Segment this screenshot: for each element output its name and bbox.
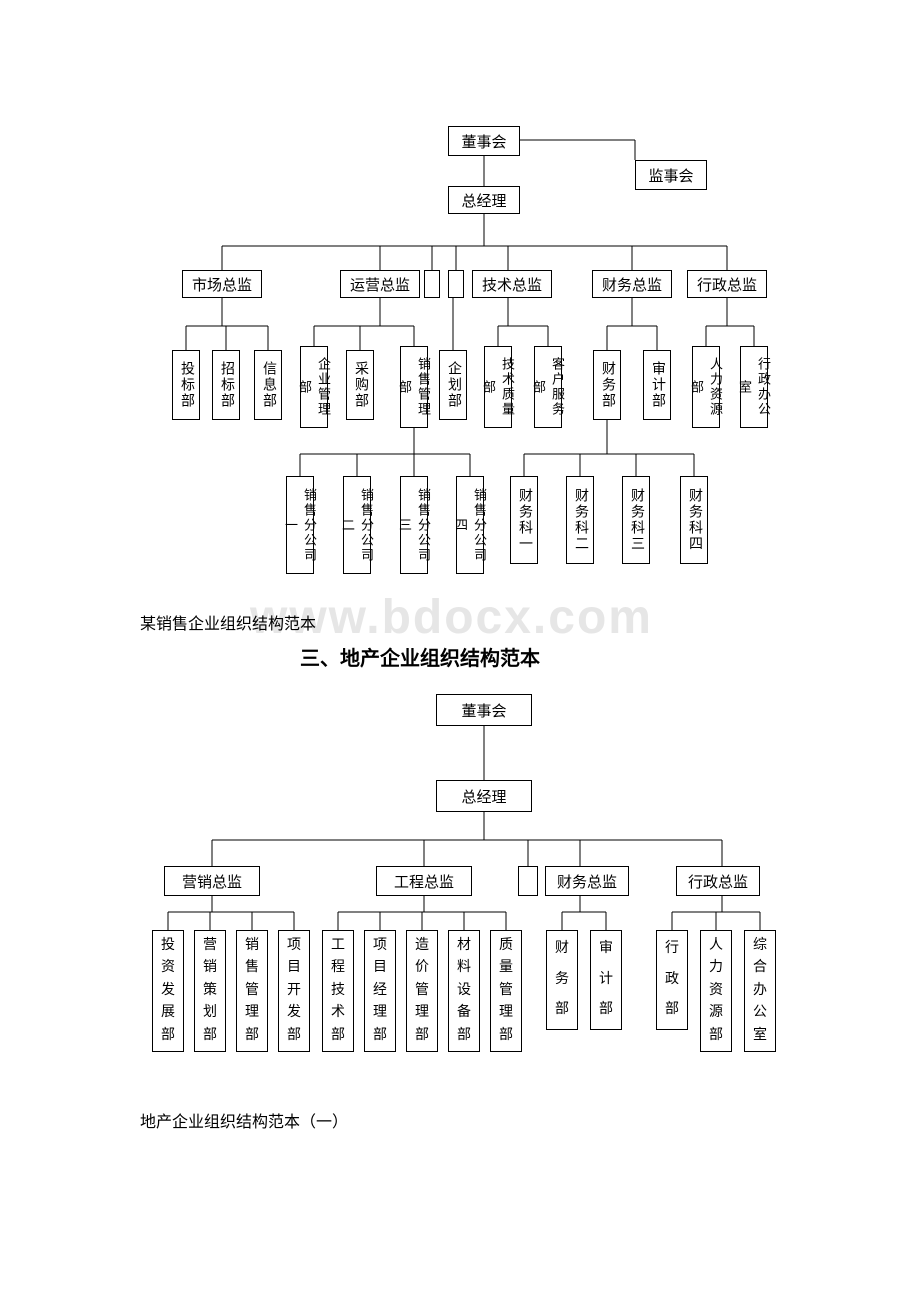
c1-d8: 客户服务部: [534, 346, 562, 428]
c1-dir-2: 技术总监: [472, 270, 552, 298]
c2-d6: 造价管理部: [406, 930, 438, 1052]
c2-gap: [518, 866, 538, 896]
c2-d2: 销售管理部: [236, 930, 268, 1052]
c1-s2: 销售分公司三: [400, 476, 428, 574]
c1-s1: 销售分公司二: [343, 476, 371, 574]
c2-d1: 营销策划部: [194, 930, 226, 1052]
c2-dir-3: 行政总监: [676, 866, 760, 896]
c2-d0: 投资发展部: [152, 930, 184, 1052]
c1-board: 董事会: [448, 126, 520, 156]
c1-d5: 销售管理部: [400, 346, 428, 428]
c1-s7: 财务科四: [680, 476, 708, 564]
c1-dir-4: 行政总监: [687, 270, 767, 298]
c2-d13: 综合办公室: [744, 930, 776, 1052]
section-heading: 三、地产企业组织结构范本: [300, 642, 540, 671]
c1-d4: 采购部: [346, 350, 374, 420]
c2-d7: 材料设备部: [448, 930, 480, 1052]
c1-d12: 行政办公室: [740, 346, 768, 428]
c1-s4: 财务科一: [510, 476, 538, 564]
chart1-caption: 某销售企业组织结构范本: [140, 610, 316, 634]
c1-dir-0: 市场总监: [182, 270, 262, 298]
chart2-lines: [0, 690, 920, 1150]
c1-s5: 财务科二: [566, 476, 594, 564]
c2-d10: 审计部: [590, 930, 622, 1030]
chart2-caption: 地产企业组织结构范本（一）: [140, 1108, 348, 1132]
c1-dir-3: 财务总监: [592, 270, 672, 298]
c2-dir-1: 工程总监: [376, 866, 472, 896]
document-page: www.bdocx.com: [0, 0, 920, 1302]
c1-gm: 总经理: [448, 186, 520, 214]
c2-board: 董事会: [436, 694, 532, 726]
c1-d2: 信息部: [254, 350, 282, 420]
c1-s0: 销售分公司一: [286, 476, 314, 574]
c2-dir-2: 财务总监: [545, 866, 629, 896]
c1-gap1: [424, 270, 440, 298]
c1-d3: 企业管理部: [300, 346, 328, 428]
c2-d9: 财务部: [546, 930, 578, 1030]
c2-d11: 行政部: [656, 930, 688, 1030]
c1-d9: 财务部: [593, 350, 621, 420]
c2-d5: 项目经理部: [364, 930, 396, 1052]
c1-gap2: [448, 270, 464, 298]
c2-d8: 质量管理部: [490, 930, 522, 1052]
c1-s3: 销售分公司四: [456, 476, 484, 574]
c1-d0: 投标部: [172, 350, 200, 420]
c2-d4: 工程技术部: [322, 930, 354, 1052]
c2-gm: 总经理: [436, 780, 532, 812]
c2-d3: 项目开发部: [278, 930, 310, 1052]
c1-s6: 财务科三: [622, 476, 650, 564]
c1-d10: 审计部: [643, 350, 671, 420]
c2-dir-0: 营销总监: [164, 866, 260, 896]
c1-d6: 企划部: [439, 350, 467, 420]
c2-d12: 人力资源部: [700, 930, 732, 1052]
c1-dir-1: 运营总监: [340, 270, 420, 298]
c1-d1: 招标部: [212, 350, 240, 420]
c1-d7: 技术质量部: [484, 346, 512, 428]
c1-supervisor: 监事会: [635, 160, 707, 190]
c1-d11: 人力资源部: [692, 346, 720, 428]
